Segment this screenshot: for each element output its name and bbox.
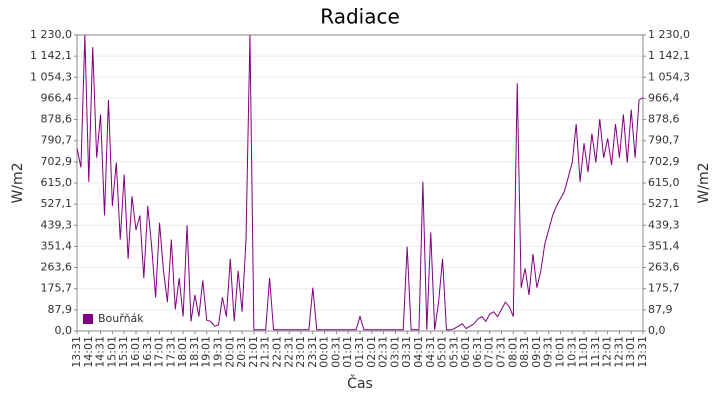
x-tick-label: 23:31 [306, 336, 319, 368]
x-tick-label: 13:01 [624, 336, 637, 368]
x-tick-label: 05:31 [447, 336, 460, 368]
x-tick-label: 02:01 [365, 336, 378, 368]
y2-tick-label: 87,9 [648, 303, 673, 316]
x-tick-label: 18:31 [188, 336, 201, 368]
y-axis-label: W/m2 [10, 162, 26, 203]
x-tick-label: 06:01 [459, 336, 472, 368]
x-tick-label: 08:31 [518, 336, 531, 368]
x-axis-label: Čas [347, 374, 373, 392]
y2-tick-label: 351,4 [648, 239, 680, 252]
x-tick-label: 00:01 [318, 336, 331, 368]
x-tick-label: 18:01 [176, 336, 189, 368]
y-tick-label: 1 054,3 [30, 70, 72, 83]
y-tick-label: 615,0 [41, 176, 73, 189]
x-tick-label: 13:31 [70, 336, 83, 368]
y2-tick-label: 615,0 [648, 176, 680, 189]
y-tick-label: 966,4 [41, 91, 73, 104]
y2-tick-label: 1 230,0 [648, 28, 690, 41]
y2-tick-label: 527,1 [648, 197, 680, 210]
plot-frame [76, 34, 644, 332]
x-tick-label: 15:01 [105, 336, 118, 368]
y2-tick-label: 966,4 [648, 91, 680, 104]
x-tick-label: 22:31 [282, 336, 295, 368]
x-tick-label: 19:01 [200, 336, 213, 368]
y-tick-label: 878,6 [41, 113, 73, 126]
x-tick-label: 09:31 [542, 336, 555, 368]
x-tick-label: 14:31 [94, 336, 107, 368]
y2-tick-label: 0,0 [648, 324, 666, 337]
y-tick-label: 1 230,0 [30, 28, 72, 41]
y2-tick-label: 175,7 [648, 282, 680, 295]
x-tick-label: 03:01 [388, 336, 401, 368]
x-tick-label: 21:01 [247, 336, 260, 368]
x-tick-label: 12:31 [612, 336, 625, 368]
x-tick-label: 00:31 [329, 336, 342, 368]
x-tick-label: 20:31 [235, 336, 248, 368]
x-tick-label: 20:01 [223, 336, 236, 368]
x-tick-label: 06:31 [471, 336, 484, 368]
x-tick-label: 10:01 [553, 336, 566, 368]
y-tick-label: 175,7 [41, 282, 73, 295]
x-tick-label: 11:01 [577, 336, 590, 368]
y2-tick-label: 439,3 [648, 218, 680, 231]
y-tick-label: 790,7 [41, 134, 73, 147]
x-tick-label: 17:01 [153, 336, 166, 368]
x-tick-label: 05:01 [436, 336, 449, 368]
x-tick-label: 22:01 [270, 336, 283, 368]
y2-tick-label: 1 054,3 [648, 70, 690, 83]
y2-tick-label: 1 142,1 [648, 49, 690, 62]
x-tick-label: 04:01 [412, 336, 425, 368]
x-tick-label: 07:01 [483, 336, 496, 368]
x-tick-label: 02:31 [377, 336, 390, 368]
x-tick-label: 01:01 [341, 336, 354, 368]
y-tick-label: 702,9 [41, 155, 73, 168]
y2-axis-label: W/m2 [696, 162, 712, 203]
x-tick-label: 13:31 [636, 336, 649, 368]
y2-tick-label: 790,7 [648, 134, 680, 147]
data-line [76, 34, 644, 331]
x-tick-label: 17:31 [164, 336, 177, 368]
y-tick-label: 263,6 [41, 261, 73, 274]
x-tick-label: 12:01 [601, 336, 614, 368]
y-tick-label: 87,9 [48, 303, 73, 316]
x-tick-label: 11:31 [589, 336, 602, 368]
legend-swatch [83, 314, 93, 324]
x-tick-label: 23:01 [294, 336, 307, 368]
y2-tick-label: 263,6 [648, 261, 680, 274]
x-tick-label: 16:01 [129, 336, 142, 368]
x-tick-label: 08:01 [506, 336, 519, 368]
chart-title: Radiace [320, 5, 400, 29]
x-tick-label: 03:31 [400, 336, 413, 368]
x-tick-label: 09:01 [530, 336, 543, 368]
x-tick-label: 21:31 [259, 336, 272, 368]
x-tick-label: 15:31 [117, 336, 130, 368]
x-tick-label: 16:31 [141, 336, 154, 368]
legend-label: Bouřňák [98, 312, 144, 325]
y-tick-label: 1 142,1 [30, 49, 72, 62]
x-tick-label: 19:31 [212, 336, 225, 368]
y-tick-label: 351,4 [41, 239, 73, 252]
y-tick-label: 439,3 [41, 218, 73, 231]
y2-tick-label: 878,6 [648, 113, 680, 126]
x-tick-label: 04:31 [424, 336, 437, 368]
y-tick-label: 527,1 [41, 197, 73, 210]
y2-tick-label: 702,9 [648, 155, 680, 168]
x-tick-label: 07:31 [495, 336, 508, 368]
x-tick-label: 10:31 [565, 336, 578, 368]
x-tick-label: 01:31 [353, 336, 366, 368]
y-tick-label: 0,0 [55, 324, 73, 337]
x-tick-label: 14:01 [82, 336, 95, 368]
